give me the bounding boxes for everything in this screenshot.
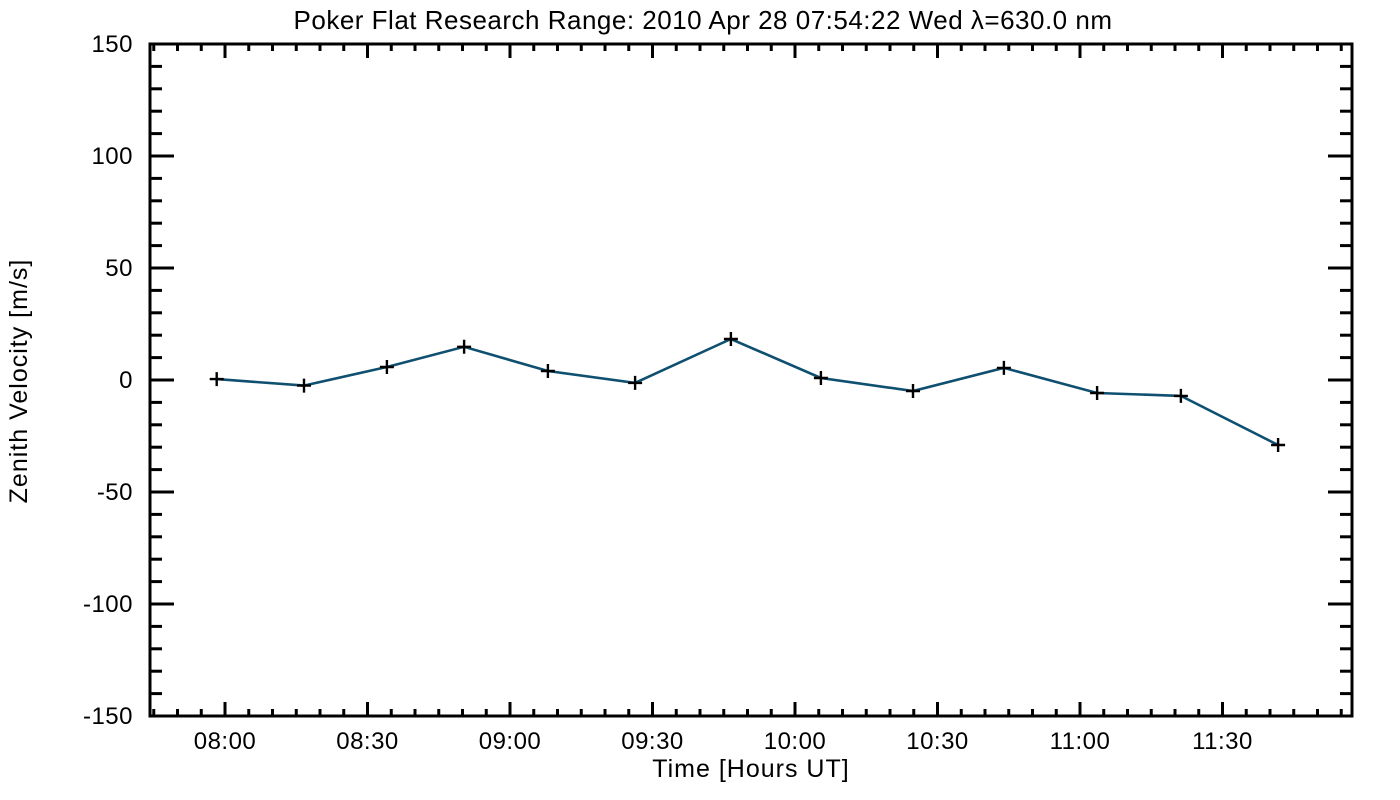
y-tick-label: 50 xyxy=(105,255,133,282)
chart-title: Poker Flat Research Range: 2010 Apr 28 0… xyxy=(294,5,1113,35)
x-tick-label: 11:00 xyxy=(1050,728,1111,755)
x-tick-label: 09:30 xyxy=(621,728,684,755)
x-tick-label: 10:30 xyxy=(906,728,969,755)
y-tick-label: -100 xyxy=(83,591,133,618)
x-tick-label: 09:00 xyxy=(479,728,542,755)
data-point-markers xyxy=(209,332,1286,452)
data-line xyxy=(216,337,1279,447)
x-tick-label: 11:30 xyxy=(1192,728,1253,755)
axis-ticks xyxy=(150,42,1352,718)
data-series xyxy=(209,332,1286,452)
x-tick-label: 08:00 xyxy=(194,728,257,755)
y-tick-label: -150 xyxy=(83,703,133,730)
y-tick-label: 0 xyxy=(119,367,133,394)
axis-tick-labels: 08:00 08:30 09:00 09:30 10:00 10:30 11:00 11:30… xyxy=(83,31,1253,755)
x-tick-label: 08:30 xyxy=(336,728,399,755)
x-axis-label: Time [Hours UT] xyxy=(652,755,849,783)
y-tick-label: 100 xyxy=(91,143,133,170)
y-axis-label: Zenith Velocity [m/s] xyxy=(5,259,33,504)
y-tick-label: 150 xyxy=(91,31,133,58)
y-tick-label: -50 xyxy=(97,479,133,506)
x-tick-label: 10:00 xyxy=(764,728,827,755)
